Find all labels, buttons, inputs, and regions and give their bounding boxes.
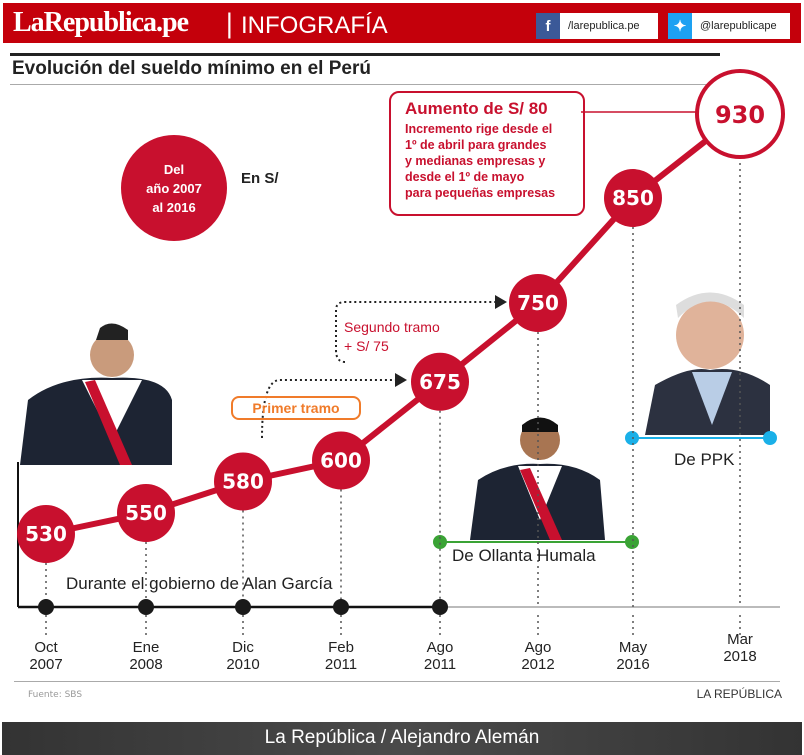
period-line: año 2007 — [146, 180, 202, 196]
callout-body: Incremento rige desde el 1º de abril par… — [405, 121, 583, 201]
x-tick-label: Ago — [427, 639, 454, 656]
chart-svg: 530Oct2007550Ene2008580Dic2010600Feb2011… — [17, 69, 785, 673]
x-tick-label: May — [619, 639, 648, 656]
x-tick-label: Mar — [727, 631, 753, 648]
garcia-label: Durante el gobierno de Alan García — [66, 574, 333, 593]
primer-tramo-arrow — [261, 379, 395, 439]
segundo-tramo-label: Segundo tramo + S/ 75 — [344, 318, 440, 356]
data-label: 600 — [320, 449, 362, 473]
x-tick-label: Ene — [133, 639, 160, 656]
data-label: 675 — [419, 370, 461, 394]
timeline-dot — [138, 599, 154, 615]
callout-line: 1º de abril para grandes — [405, 138, 547, 152]
callout-line: desde el 1º de mayo — [405, 170, 525, 184]
title-rule — [10, 53, 720, 56]
humala-label: De Ollanta Humala — [452, 546, 596, 565]
x-tick-label: 2011 — [325, 656, 357, 673]
ppk-start-dot — [625, 431, 639, 445]
facebook-icon: f — [536, 13, 560, 39]
humala-start-dot — [433, 535, 447, 549]
x-tick-label: Oct — [34, 639, 58, 656]
credit-bar: La República / Alejandro Alemán — [2, 722, 802, 755]
data-point — [695, 69, 785, 159]
twitter-link[interactable]: ✦ @larepublicape — [668, 13, 790, 39]
data-label: 850 — [612, 186, 654, 210]
ppk-label: De PPK — [674, 450, 735, 469]
data-label: 580 — [222, 470, 264, 494]
segundo-tramo-amount: + S/ 75 — [344, 338, 389, 354]
ppk-end-dot — [763, 431, 777, 445]
data-point — [411, 352, 469, 411]
data-label: 750 — [517, 291, 559, 315]
x-tick-label: 2012 — [521, 656, 554, 673]
data-point — [604, 169, 662, 227]
facebook-link[interactable]: f /larepublica.pe — [536, 13, 658, 39]
data-point — [214, 452, 272, 511]
data-point — [312, 431, 370, 490]
chart-title: Evolución del sueldo mínimo en el Perú — [12, 58, 371, 79]
x-tick-label: 2007 — [29, 656, 62, 673]
footer-rule — [14, 681, 780, 682]
callout-heading: Aumento de S/ 80 — [405, 99, 548, 118]
arrow-head-icon — [495, 295, 507, 309]
source-note: Fuente: SBS — [28, 690, 83, 700]
data-point — [509, 274, 567, 332]
humala-end-dot — [625, 535, 639, 549]
section-label: INFOGRAFÍA — [241, 12, 388, 39]
x-tick-label: Ago — [525, 639, 552, 656]
footer-brand: LA REPÚBLICA — [696, 687, 782, 701]
data-label: 530 — [25, 522, 67, 546]
x-tick-label: 2016 — [616, 656, 649, 673]
timeline-dot — [235, 599, 251, 615]
callout-line: y medianas empresas y — [405, 154, 546, 168]
x-tick-label: 2011 — [424, 656, 456, 673]
unit-label: En S/ — [241, 170, 279, 187]
x-tick-label: Dic — [232, 639, 254, 656]
segundo-tramo-arrow — [335, 301, 495, 363]
data-point — [17, 505, 75, 563]
period-line: Del — [163, 161, 185, 177]
segundo-tramo-line: Segundo tramo — [344, 319, 440, 335]
timeline-dot — [432, 599, 448, 615]
twitter-handle: @larepublicape — [700, 20, 777, 32]
twitter-icon: ✦ — [668, 13, 692, 39]
period-line: al 2016 — [152, 199, 196, 215]
separator: | — [225, 9, 234, 39]
period-badge: Del año 2007 al 2016 — [121, 135, 227, 241]
data-label: 930 — [715, 101, 765, 129]
x-tick-label: 2010 — [226, 656, 259, 673]
header-bar: LaRepublica.pe | INFOGRAFÍA f /larepubli… — [3, 3, 801, 43]
x-tick-label: 2008 — [129, 656, 162, 673]
alan-garcia-photo — [20, 323, 172, 465]
timeline-dot — [333, 599, 349, 615]
x-tick-label: Feb — [328, 639, 354, 656]
data-point — [117, 484, 175, 542]
callout-line: Incremento rige desde el — [405, 122, 553, 136]
arrow-head-icon — [395, 373, 407, 387]
callout-box: Aumento de S/ 80 Incremento rige desde e… — [389, 91, 585, 216]
facebook-handle: /larepublica.pe — [568, 20, 640, 32]
logo[interactable]: LaRepublica.pe — [13, 7, 189, 38]
primer-tramo-label: Primer tramo — [231, 396, 361, 420]
callout-line: para pequeñas empresas — [405, 186, 556, 200]
data-label: 550 — [125, 501, 167, 525]
x-tick-label: 2018 — [723, 648, 756, 665]
ppk-photo — [645, 292, 770, 435]
title-underline — [10, 84, 720, 85]
timeline-dot — [38, 599, 54, 615]
